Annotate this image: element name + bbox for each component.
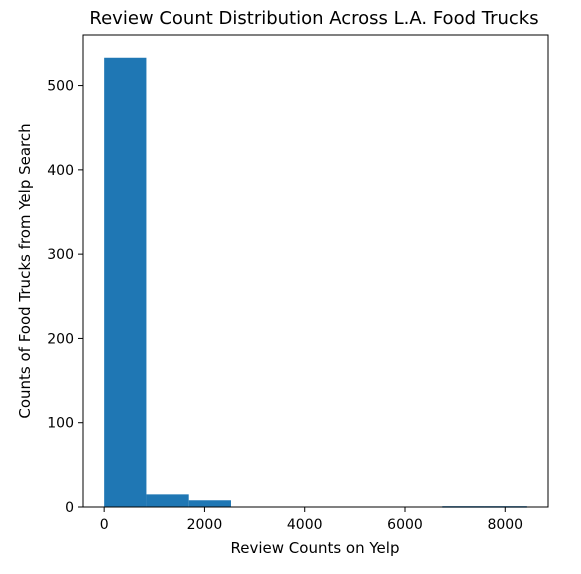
y-tick-label: 200 xyxy=(47,331,74,347)
y-tick-label: 300 xyxy=(47,247,74,263)
x-axis-label: Review Counts on Yelp xyxy=(231,539,400,557)
y-axis-label: Counts of Food Trucks from Yelp Search xyxy=(16,123,34,418)
chart-title: Review Count Distribution Across L.A. Fo… xyxy=(89,8,538,29)
y-ticks: 0 100 200 300 400 500 xyxy=(47,79,83,516)
x-tick-label: 0 xyxy=(100,517,109,533)
histogram-bar xyxy=(104,57,147,507)
histogram-bar xyxy=(146,494,189,507)
x-ticks: 0 2000 4000 6000 8000 xyxy=(100,507,523,533)
x-tick-label: 2000 xyxy=(187,517,223,533)
x-tick-label: 8000 xyxy=(487,517,523,533)
bars-group xyxy=(104,57,527,508)
y-tick-label: 100 xyxy=(47,416,74,432)
y-tick-label: 0 xyxy=(65,500,74,516)
histogram-bar xyxy=(188,500,231,507)
plot-frame xyxy=(82,34,549,508)
x-tick-label: 6000 xyxy=(387,517,423,533)
y-tick-label: 400 xyxy=(47,163,74,179)
y-tick-label: 500 xyxy=(47,79,74,95)
x-tick-label: 4000 xyxy=(287,517,323,533)
